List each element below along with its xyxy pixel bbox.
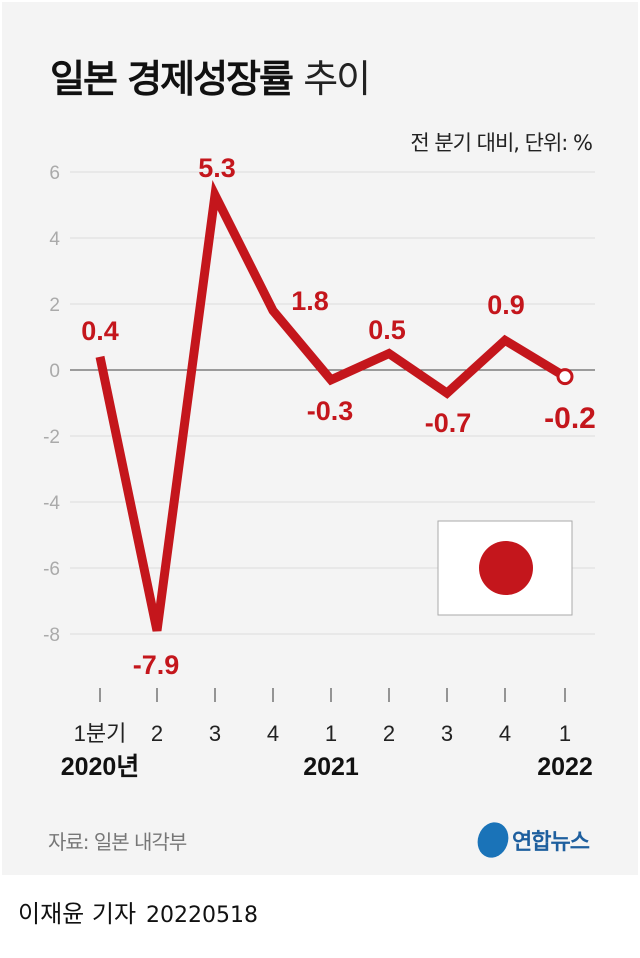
data-label: 0.5 (368, 315, 406, 345)
chart-panel (2, 2, 638, 875)
byline: 이재윤 기자 20220518 (18, 894, 258, 929)
x-tick-label: 1 (325, 721, 337, 746)
y-tick-label: -4 (43, 493, 60, 514)
x-tick-label: 2 (151, 721, 163, 746)
y-tick-label: -2 (43, 427, 60, 448)
title-bold: 일본 경제성장률 (50, 57, 294, 101)
data-point-last (556, 368, 574, 386)
x-tick-label: 1 (559, 721, 571, 746)
author: 이재윤 기자 (18, 900, 137, 928)
date: 20220518 (146, 903, 259, 928)
title-light: 추이 (303, 57, 371, 101)
x-tick-label: 4 (499, 721, 511, 746)
data-label: -0.3 (307, 396, 354, 426)
y-tick-label: 4 (49, 229, 60, 250)
series-line (95, 180, 568, 632)
x-tick-label: 2 (383, 721, 395, 746)
data-label: 0.4 (81, 316, 119, 346)
y-tick-label: 6 (49, 163, 60, 184)
x-tick-label: 4 (267, 721, 279, 746)
data-label: 1.8 (291, 286, 329, 316)
y-tick-label: -6 (43, 559, 60, 580)
y-tick-label: 2 (49, 295, 60, 316)
year-label: 2021 (303, 753, 359, 781)
y-tick-label: 0 (49, 361, 60, 382)
yonhap-logo: 연합뉴스 (472, 817, 590, 863)
japan-flag-icon (437, 520, 573, 616)
data-label: 5.3 (198, 153, 236, 183)
year-label: 2022 (537, 753, 593, 781)
chart-title: 일본 경제성장률 추이 (50, 48, 371, 103)
data-label: -0.2 (544, 402, 596, 435)
unit-note: 전 분기 대비, 단위: % (410, 131, 593, 155)
y-tick-label: -8 (43, 625, 60, 646)
data-label: 0.9 (487, 290, 525, 320)
yonhap-logo-icon (472, 817, 514, 863)
x-tick-label: 3 (441, 721, 453, 746)
source-note: 자료: 일본 내각부 (48, 830, 187, 854)
year-label: 2020년 (61, 753, 140, 781)
x-tick-label: 3 (209, 721, 221, 746)
data-label: -7.9 (133, 650, 180, 680)
data-label: -0.7 (425, 408, 472, 438)
x-tick-label: 1분기 (74, 721, 127, 746)
